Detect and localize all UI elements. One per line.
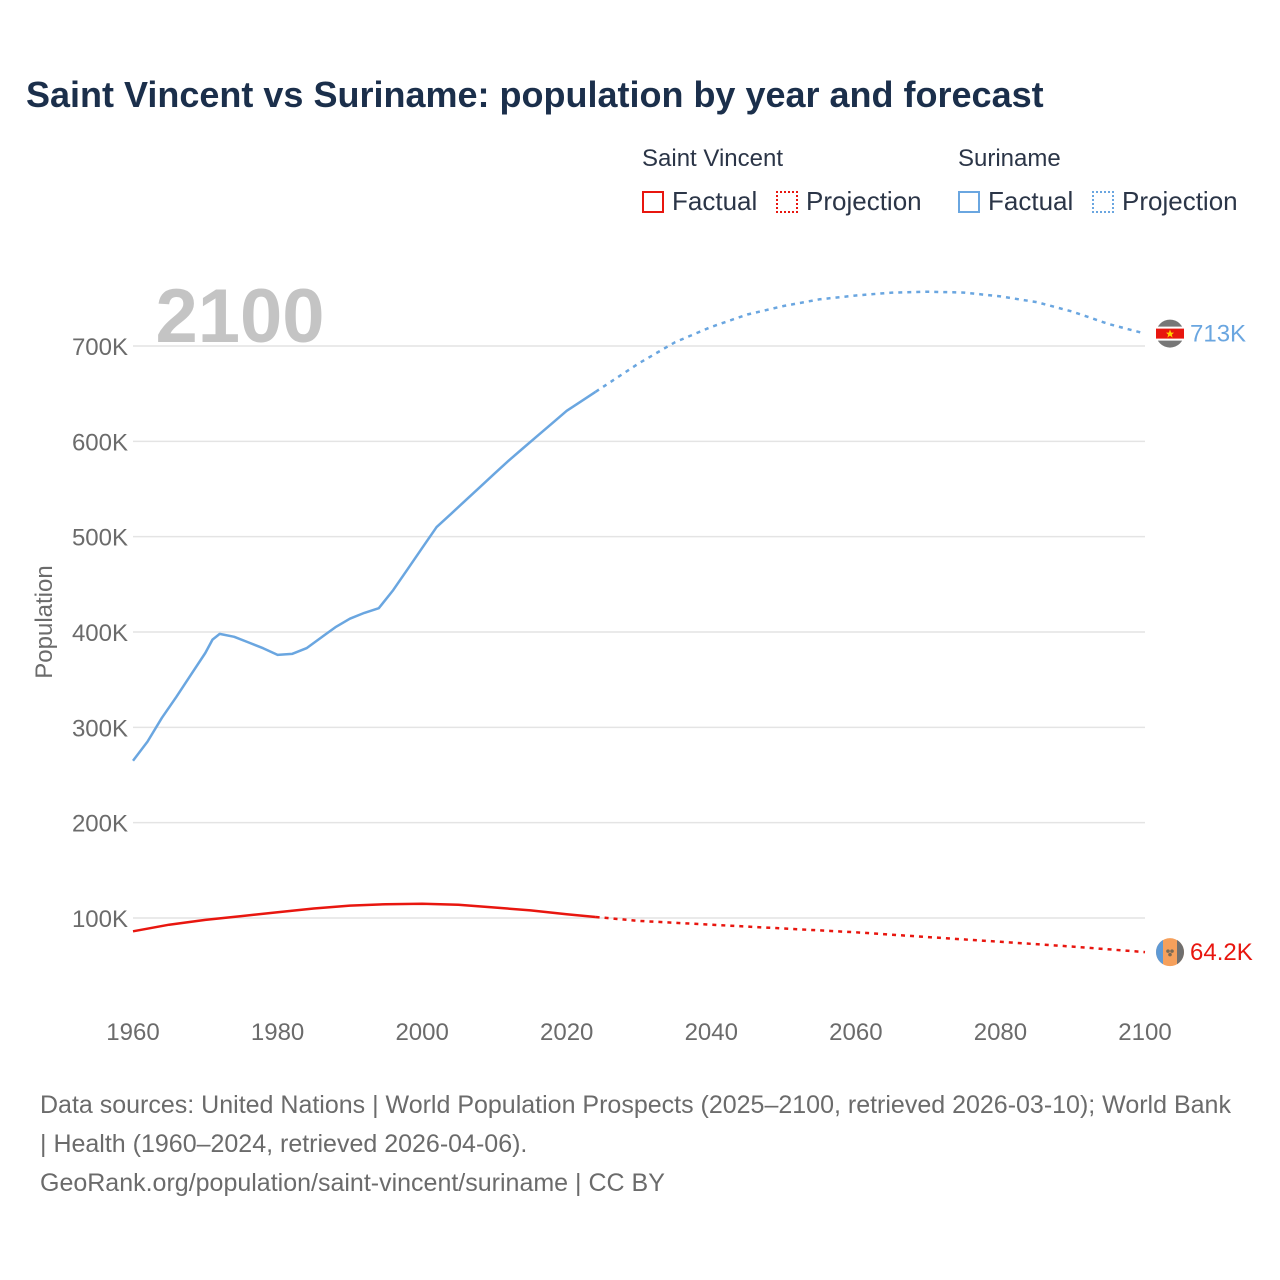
suriname-end-label: 713K (1190, 321, 1246, 348)
suriname-flag-icon (1156, 319, 1184, 348)
legend-suriname-factual[interactable]: Factual (958, 186, 1073, 217)
y-tick-label: 500K (72, 525, 128, 552)
saint-vincent-end-label: 64.2K (1190, 939, 1253, 966)
suriname-factual-line[interactable] (132, 390, 597, 762)
x-tick-label: 2080 (974, 1019, 1027, 1046)
saint-vincent-projection-line[interactable] (595, 915, 1146, 954)
legend-group-saint-vincent: Saint Vincent (642, 145, 783, 172)
year-watermark: 2100 (155, 274, 324, 359)
legend-label: Projection (806, 186, 922, 216)
saint-vincent-flag-icon (1156, 938, 1184, 967)
y-tick-label: 700K (72, 334, 128, 361)
legend-saint-vincent-projection[interactable]: Projection (776, 186, 922, 217)
y-tick-label: 100K (72, 906, 128, 933)
x-tick-label: 1960 (106, 1019, 159, 1046)
legend-swatch-solid (958, 190, 980, 213)
credit-link[interactable]: GeoRank.org/population/saint-vincent/sur… (40, 1169, 665, 1197)
data-sources: Data sources: United Nations | World Pop… (40, 1091, 1231, 1158)
footer: Data sources: United Nations | World Pop… (40, 1086, 1240, 1203)
y-tick-label: 600K (72, 429, 128, 456)
legend-suriname-projection[interactable]: Projection (1092, 186, 1238, 217)
x-tick-label: 2100 (1118, 1019, 1171, 1046)
x-tick-label: 1980 (251, 1019, 304, 1046)
legend-label: Factual (988, 186, 1074, 216)
legend-group-suriname: Suriname (958, 145, 1061, 172)
y-axis-title: Population (31, 565, 58, 678)
legend-swatch-dotted (1092, 190, 1114, 213)
chart-title: Saint Vincent vs Suriname: population by… (26, 74, 1044, 115)
x-tick-label: 2000 (395, 1019, 448, 1046)
legend-swatch-dotted (776, 190, 798, 213)
y-tick-label: 200K (72, 811, 128, 838)
x-tick-label: 2040 (685, 1019, 738, 1046)
y-tick-label: 300K (72, 715, 128, 742)
legend-label: Projection (1122, 186, 1238, 216)
y-tick-label: 400K (72, 620, 128, 647)
x-tick-label: 2060 (829, 1019, 882, 1046)
saint-vincent-factual-line[interactable] (132, 902, 596, 933)
suriname-projection-line[interactable] (594, 290, 1146, 393)
legend-label: Factual (672, 186, 758, 216)
x-tick-label: 2020 (540, 1019, 593, 1046)
legend-saint-vincent-factual[interactable]: Factual (642, 186, 757, 217)
legend-swatch-solid (642, 190, 664, 213)
